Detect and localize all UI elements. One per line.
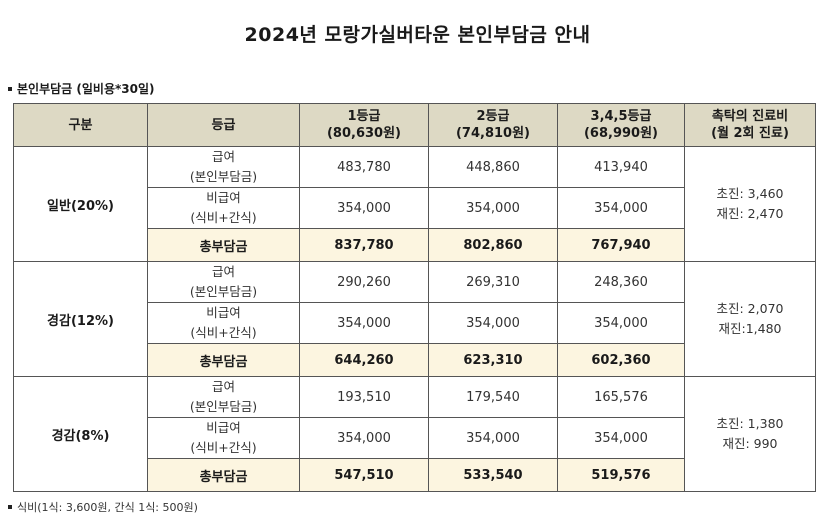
total-row: 총부담금 644,260 623,310 602,360 <box>14 343 816 377</box>
row-label-line: (식비+간식) <box>190 325 257 340</box>
total-label: 총부담금 <box>147 228 300 262</box>
table-header-row: 구분 등급 1등급 (80,630원) 2등급 (74,810원) 3,4,5등… <box>13 103 816 147</box>
value-cell: 354,000 <box>428 417 558 459</box>
table-row: 경감(12%) 급여 (본인부담금) 290,260 269,310 248,3… <box>13 261 816 377</box>
total-row: 총부담금 837,780 802,860 767,940 <box>14 228 816 262</box>
treatment-line: 초진: 2,070 <box>716 301 784 316</box>
value-cell: 354,000 <box>557 302 685 344</box>
value-cell: 413,940 <box>557 146 685 188</box>
header-line: 2등급 <box>476 109 510 124</box>
row-label-line: (본인부담금) <box>189 169 258 184</box>
treatment-line: 재진: 2,470 <box>716 206 784 221</box>
value-cell: 354,000 <box>428 187 558 229</box>
total-value: 533,540 <box>428 458 558 492</box>
category-cell: 일반(20%) <box>13 146 148 262</box>
treatment-fee-cell: 초진: 3,460 재진: 2,470 <box>684 146 816 262</box>
value-cell: 165,576 <box>557 376 685 418</box>
page-title: 2024년 모랑가실버타운 본인부담금 안내 <box>244 24 591 46</box>
header-line: 촉탁의 진료비 <box>711 109 789 124</box>
row-label: 급여 (본인부담금) <box>147 146 300 188</box>
total-value: 602,360 <box>557 343 685 377</box>
total-label: 총부담금 <box>147 458 300 492</box>
header-grade-1: 1등급 (80,630원) <box>299 103 429 147</box>
total-value: 767,940 <box>557 228 685 262</box>
total-value: 644,260 <box>299 343 429 377</box>
treatment-line: 재진:1,480 <box>718 321 782 336</box>
header-line: 등급 <box>211 117 236 133</box>
bullet-icon <box>8 505 12 509</box>
total-value: 802,860 <box>428 228 558 262</box>
value-cell: 354,000 <box>557 187 685 229</box>
bullet-icon <box>8 86 12 91</box>
treatment-line: 재진: 990 <box>722 436 778 451</box>
total-value: 547,510 <box>299 458 429 492</box>
header-line: (74,810원) <box>455 126 530 141</box>
row-label-line: (본인부담금) <box>189 284 258 299</box>
header-grade-345: 3,4,5등급 (68,990원) <box>557 103 685 147</box>
row-label: 비급여 (식비+간식) <box>147 187 300 229</box>
treatment-line: 초진: 1,380 <box>716 416 784 431</box>
header-line: 구분 <box>68 117 93 133</box>
header-line: (80,630원) <box>326 126 401 141</box>
value-cell: 193,510 <box>299 376 429 418</box>
row-label-line: (식비+간식) <box>190 210 257 225</box>
row-label: 급여 (본인부담금) <box>147 261 300 303</box>
row-label-line: 비급여 <box>206 190 241 205</box>
header-grade-2: 2등급 (74,810원) <box>428 103 558 147</box>
total-value: 837,780 <box>299 228 429 262</box>
table-row: 경감(8%) 급여 (본인부담금) 193,510 179,540 165,57… <box>13 376 816 492</box>
total-row: 총부담금 547,510 533,540 519,576 <box>14 458 816 492</box>
header-category: 구분 <box>13 103 148 147</box>
footnote-text: 식비(1식: 3,600원, 간식 1식: 500원) <box>17 501 198 514</box>
header-line: 1등급 <box>347 109 381 124</box>
value-cell: 354,000 <box>299 302 429 344</box>
treatment-fee-cell: 초진: 2,070 재진:1,480 <box>684 261 816 377</box>
value-cell: 269,310 <box>428 261 558 303</box>
row-label: 비급여 (식비+간식) <box>147 417 300 459</box>
value-cell: 179,540 <box>428 376 558 418</box>
header-treatment-fee: 촉탁의 진료비 (월 2회 진료) <box>684 103 816 147</box>
row-label-line: 비급여 <box>206 305 241 320</box>
row-label-line: 급여 <box>211 379 235 394</box>
value-cell: 354,000 <box>299 417 429 459</box>
value-cell: 354,000 <box>299 187 429 229</box>
row-label-line: (본인부담금) <box>189 399 258 414</box>
row-label-line: 급여 <box>211 264 235 279</box>
header-grade: 등급 <box>147 103 300 147</box>
row-label: 급여 (본인부담금) <box>147 376 300 418</box>
section-label: 본인부담금 (일비용*30일) <box>17 82 155 96</box>
table-row: 비급여 (식비+간식) 354,000 354,000 354,000 <box>14 187 816 229</box>
value-cell: 483,780 <box>299 146 429 188</box>
row-label-line: (식비+간식) <box>190 440 257 455</box>
total-value: 623,310 <box>428 343 558 377</box>
value-cell: 448,860 <box>428 146 558 188</box>
footnote: 식비(1식: 3,600원, 간식 1식: 500원) <box>8 499 198 515</box>
row-label-line: 비급여 <box>206 420 241 435</box>
row-label-line: 급여 <box>211 149 235 164</box>
value-cell: 354,000 <box>428 302 558 344</box>
table-row: 일반(20%) 급여 (본인부담금) 483,780 448,860 413,9… <box>13 146 816 262</box>
section-heading: 본인부담금 (일비용*30일) <box>8 80 154 97</box>
category-cell: 경감(8%) <box>13 376 148 492</box>
copay-table: 구분 등급 1등급 (80,630원) 2등급 (74,810원) 3,4,5등… <box>13 103 816 492</box>
total-value: 519,576 <box>557 458 685 492</box>
total-label: 총부담금 <box>147 343 300 377</box>
header-line: (68,990원) <box>583 126 658 141</box>
value-cell: 354,000 <box>557 417 685 459</box>
row-label: 비급여 (식비+간식) <box>147 302 300 344</box>
header-line: 3,4,5등급 <box>590 109 652 124</box>
treatment-fee-cell: 초진: 1,380 재진: 990 <box>684 376 816 492</box>
category-cell: 경감(12%) <box>13 261 148 377</box>
treatment-line: 초진: 3,460 <box>716 186 784 201</box>
value-cell: 248,360 <box>557 261 685 303</box>
value-cell: 290,260 <box>299 261 429 303</box>
header-line: (월 2회 진료) <box>711 126 789 141</box>
